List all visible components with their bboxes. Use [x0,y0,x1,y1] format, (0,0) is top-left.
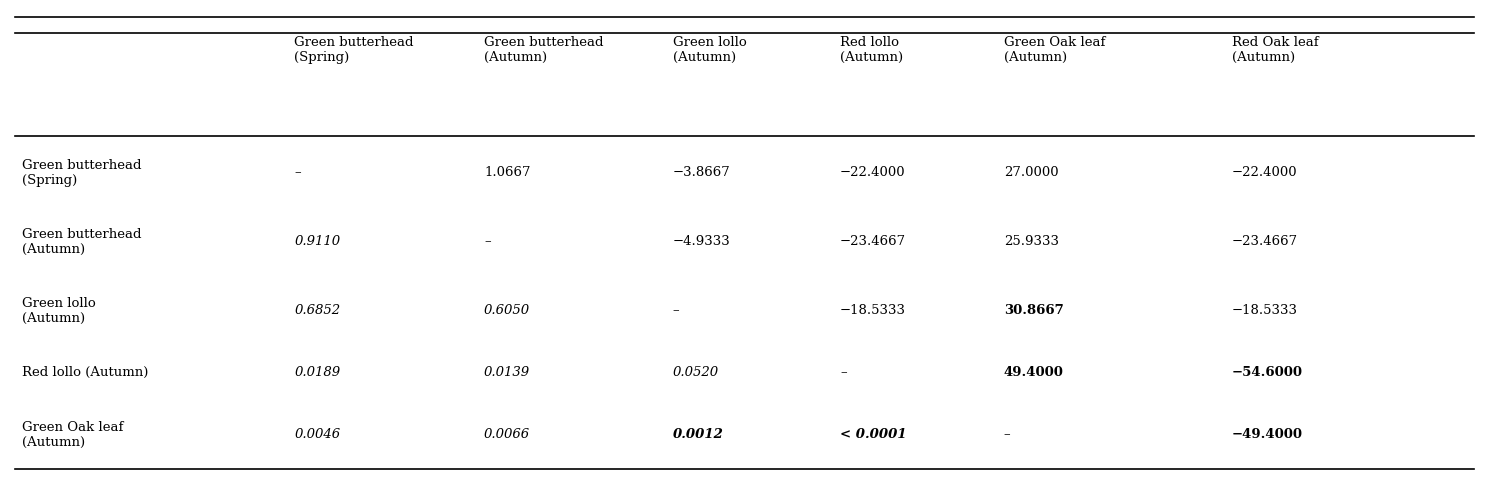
Text: Green butterhead
(Autumn): Green butterhead (Autumn) [484,36,603,64]
Text: 0.0139: 0.0139 [484,366,530,379]
Text: −54.6000: −54.6000 [1231,366,1303,379]
Text: −18.5333: −18.5333 [840,304,907,317]
Text: –: – [295,166,301,179]
Text: −4.9333: −4.9333 [673,235,731,248]
Text: 1.0667: 1.0667 [484,166,530,179]
Text: 0.0520: 0.0520 [673,366,719,379]
Text: 0.9110: 0.9110 [295,235,341,248]
Text: −22.4000: −22.4000 [840,166,905,179]
Text: Green Oak leaf
(Autumn): Green Oak leaf (Autumn) [22,421,124,449]
Text: Red Oak leaf
(Autumn): Red Oak leaf (Autumn) [1231,36,1318,64]
Text: 27.0000: 27.0000 [1004,166,1059,179]
Text: Green Oak leaf
(Autumn): Green Oak leaf (Autumn) [1004,36,1105,64]
Text: Green butterhead
(Autumn): Green butterhead (Autumn) [22,228,141,256]
Text: −23.4667: −23.4667 [840,235,907,248]
Text: −18.5333: −18.5333 [1231,304,1297,317]
Text: 0.6852: 0.6852 [295,304,341,317]
Text: 30.8667: 30.8667 [1004,304,1063,317]
Text: 0.0066: 0.0066 [484,428,530,441]
Text: Green butterhead
(Spring): Green butterhead (Spring) [22,159,141,187]
Text: 0.6050: 0.6050 [484,304,530,317]
Text: –: – [840,366,847,379]
Text: −22.4000: −22.4000 [1231,166,1297,179]
Text: Red lollo (Autumn): Red lollo (Autumn) [22,366,149,379]
Text: < 0.0001: < 0.0001 [840,428,907,441]
Text: 0.0189: 0.0189 [295,366,341,379]
Text: −3.8667: −3.8667 [673,166,731,179]
Text: Green butterhead
(Spring): Green butterhead (Spring) [295,36,414,64]
Text: Green lollo
(Autumn): Green lollo (Autumn) [22,297,95,325]
Text: –: – [484,235,491,248]
Text: Red lollo
(Autumn): Red lollo (Autumn) [840,36,904,64]
Text: –: – [673,304,679,317]
Text: –: – [1004,428,1011,441]
Text: 49.4000: 49.4000 [1004,366,1063,379]
Text: −23.4667: −23.4667 [1231,235,1297,248]
Text: 0.0012: 0.0012 [673,428,724,441]
Text: Green lollo
(Autumn): Green lollo (Autumn) [673,36,746,64]
Text: 25.9333: 25.9333 [1004,235,1059,248]
Text: 0.0046: 0.0046 [295,428,341,441]
Text: −49.4000: −49.4000 [1231,428,1303,441]
